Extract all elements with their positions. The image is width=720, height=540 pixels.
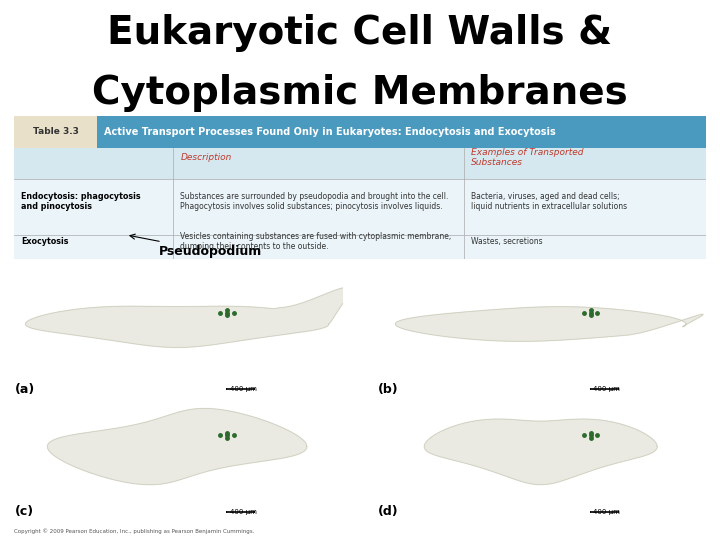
Text: Wastes, secretions: Wastes, secretions <box>471 237 542 246</box>
FancyBboxPatch shape <box>14 116 706 259</box>
Text: Vesicles containing substances are fused with cytoplasmic membrane,
dumping thei: Vesicles containing substances are fused… <box>180 232 451 251</box>
Text: Substances are surrounded by pseudopodia and brought into the cell.
Phagocytosis: Substances are surrounded by pseudopodia… <box>180 192 449 211</box>
Text: Copyright © 2009 Pearson Education, Inc., publishing as Pearson Benjamin Cumming: Copyright © 2009 Pearson Education, Inc.… <box>14 528 255 534</box>
FancyBboxPatch shape <box>14 116 706 147</box>
Text: Endocytosis: phagocytosis
and pinocytosis: Endocytosis: phagocytosis and pinocytosi… <box>22 192 141 211</box>
Text: Exocytosis: Exocytosis <box>22 237 69 246</box>
Text: 400 μm: 400 μm <box>593 509 620 515</box>
Polygon shape <box>48 408 307 485</box>
Text: Pseudopodium: Pseudopodium <box>130 234 261 258</box>
Text: (b): (b) <box>378 383 399 396</box>
FancyBboxPatch shape <box>14 147 706 179</box>
Text: Eukaryotic Cell Walls &: Eukaryotic Cell Walls & <box>107 14 613 52</box>
Text: 400 μm: 400 μm <box>230 386 256 393</box>
Text: 400 μm: 400 μm <box>593 386 620 393</box>
Text: Cytoplasmic Membranes: Cytoplasmic Membranes <box>92 73 628 112</box>
Text: Bacteria, viruses, aged and dead cells;
liquid nutrients in extracellular soluti: Bacteria, viruses, aged and dead cells; … <box>471 192 626 211</box>
Text: (c): (c) <box>14 505 34 518</box>
Text: LM: LM <box>202 385 215 394</box>
Text: Active Transport Processes Found Only in Eukaryotes: Endocytosis and Exocytosis: Active Transport Processes Found Only in… <box>104 127 556 137</box>
Text: 400 μm: 400 μm <box>230 509 256 515</box>
FancyBboxPatch shape <box>14 179 706 259</box>
Text: (d): (d) <box>378 505 399 518</box>
Text: Table 3.3: Table 3.3 <box>33 127 78 136</box>
Text: LM: LM <box>565 508 578 516</box>
Text: Description: Description <box>180 153 232 162</box>
Text: LM: LM <box>565 385 578 394</box>
Text: LM: LM <box>202 508 215 516</box>
Polygon shape <box>25 288 349 347</box>
Text: (a): (a) <box>14 383 35 396</box>
Polygon shape <box>424 419 657 485</box>
Polygon shape <box>395 307 703 341</box>
Text: Examples of Transported
Substances: Examples of Transported Substances <box>471 148 583 167</box>
FancyBboxPatch shape <box>14 116 97 147</box>
